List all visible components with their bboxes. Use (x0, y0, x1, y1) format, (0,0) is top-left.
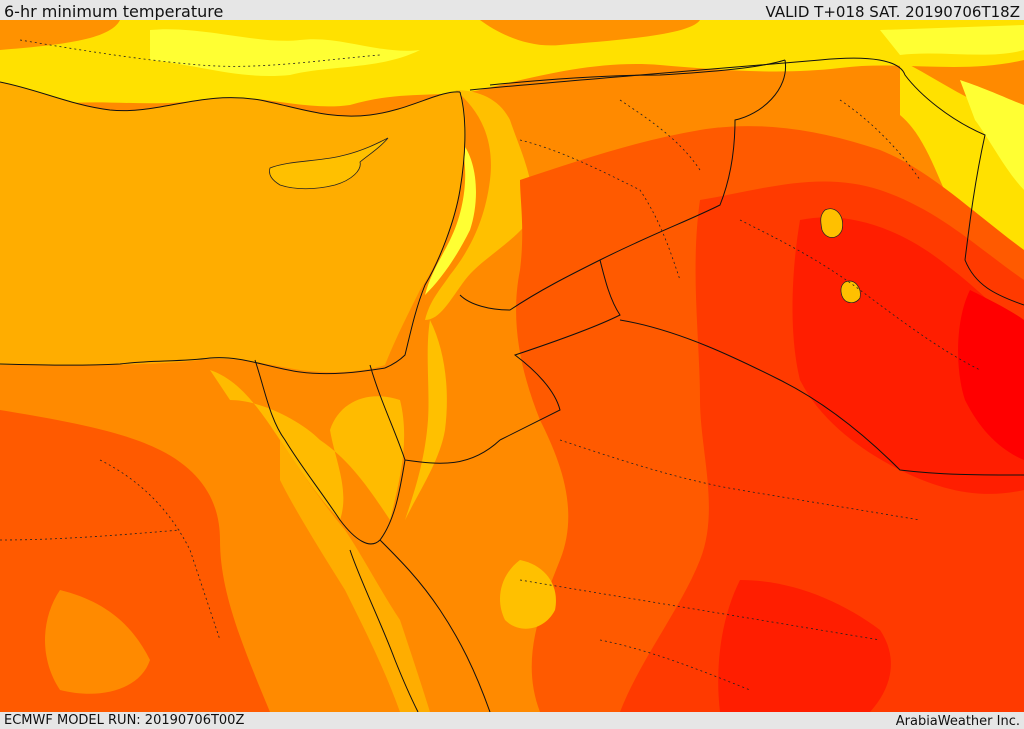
zone-levant-yellow (425, 90, 533, 320)
cyprus-island (269, 137, 389, 190)
zone-redsea-gold (280, 440, 430, 712)
zone-north-orange (0, 20, 700, 50)
lake-east (820, 208, 843, 238)
temperature-map-canvas (0, 20, 1024, 712)
header-bar: 6-hr minimum temperature VALID T+018 SAT… (0, 0, 1024, 20)
coastlines (0, 57, 1024, 712)
temperature-map (0, 20, 1024, 712)
lake-east-2 (840, 280, 861, 303)
zone-jordan-gold (405, 320, 447, 520)
mediterranean-sea (0, 82, 466, 373)
map-title: 6-hr minimum temperature (4, 2, 224, 21)
province-borders (0, 39, 981, 691)
zone-gulf-deepred (958, 290, 1024, 460)
zone-levant-lightyellow (425, 140, 476, 295)
country-borders (369, 59, 1024, 476)
credit-label: ArabiaWeather Inc. (895, 714, 1020, 729)
zone-egypt-orange-patch (45, 590, 150, 694)
zone-sinai-gold (210, 370, 405, 520)
zone-northeast-lightyellow (960, 80, 1024, 190)
zone-arabia-gold-patch (500, 560, 556, 629)
zone-south-red (718, 580, 891, 712)
valid-time: VALID T+018 SAT. 20190706T18Z (765, 3, 1020, 21)
zone-north-lightyellow (150, 25, 1024, 77)
model-run-label: ECMWF MODEL RUN: 20190706T00Z (4, 713, 245, 728)
footer-bar: ECMWF MODEL RUN: 20190706T00Z ArabiaWeat… (0, 712, 1024, 729)
